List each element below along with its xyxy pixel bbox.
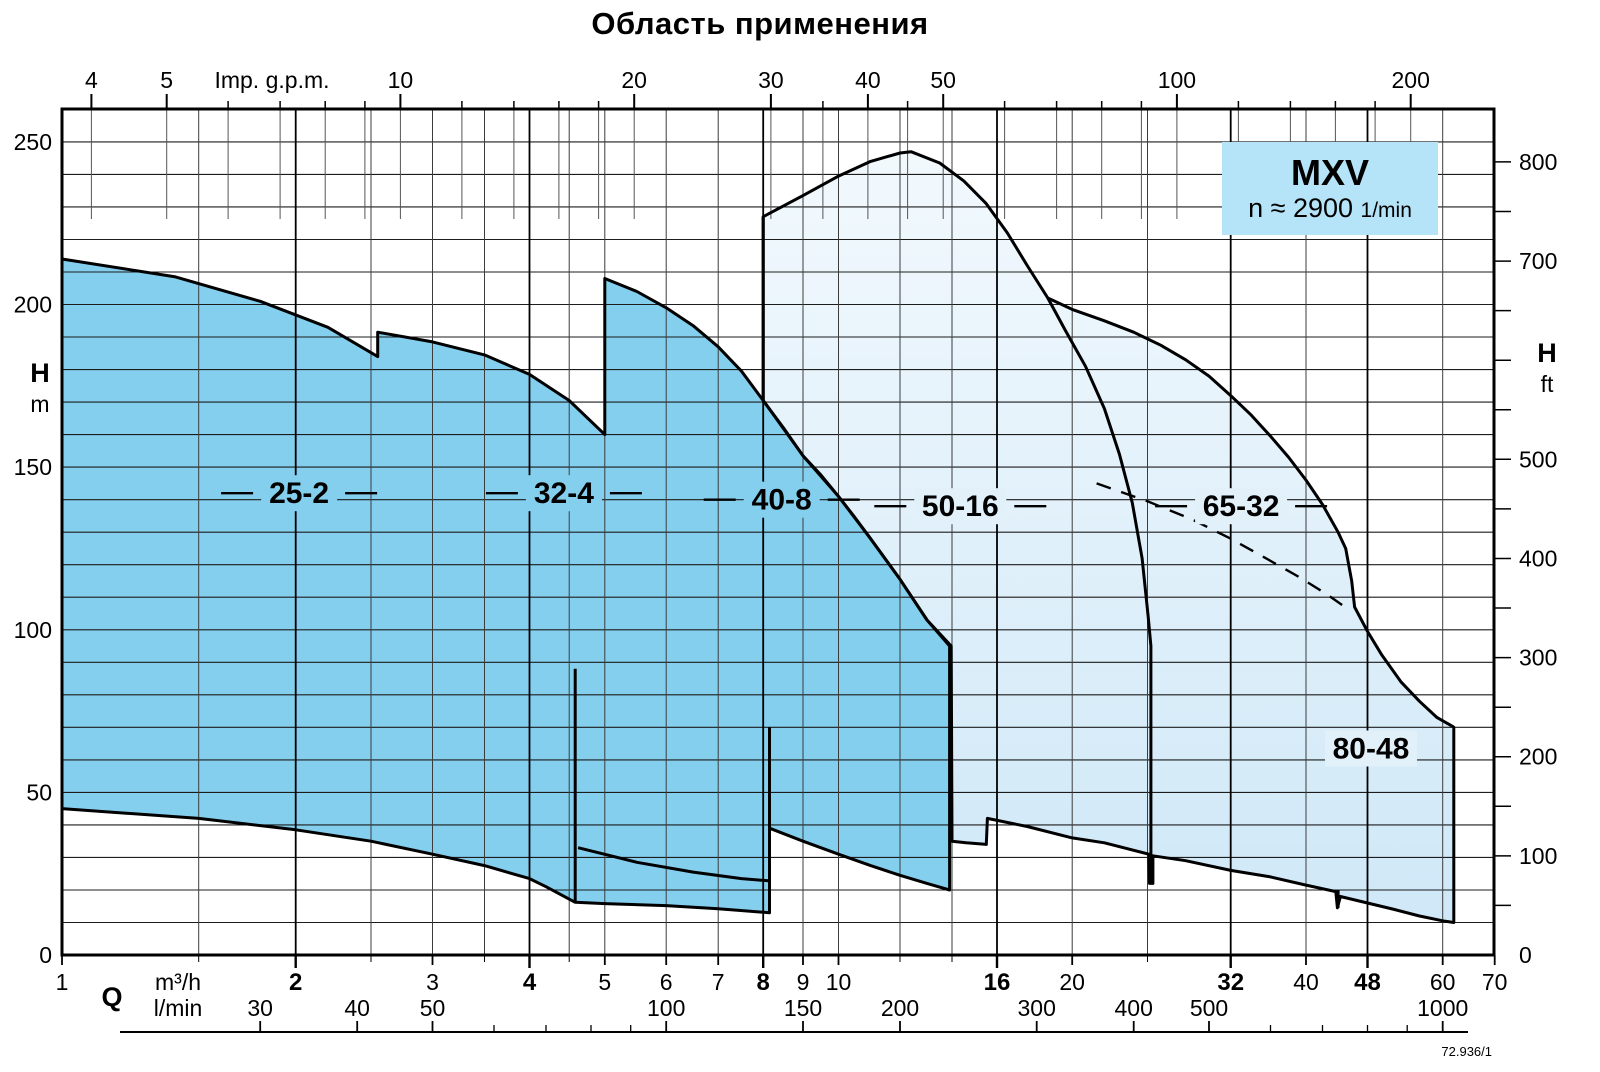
top-axis-tick-label: 200 xyxy=(1392,67,1430,93)
region-label-backplate xyxy=(525,475,602,512)
region-edge-50-16-right xyxy=(1046,297,1153,884)
region-label-65-32: 65-32 xyxy=(1203,490,1280,523)
top-axis-tick-label: 40 xyxy=(855,67,881,93)
bottom-axis-tick-label: 16 xyxy=(984,969,1011,996)
right-axis-tick-label: 700 xyxy=(1519,248,1557,274)
top-axis-tick-label: 10 xyxy=(388,67,414,93)
region-area-light-group xyxy=(763,151,1454,923)
region-label-backplate xyxy=(743,481,820,518)
legend-speed-prefix: n ≈ xyxy=(1248,193,1286,224)
bottom-axis-lmin: 30 40 50 100 150 200 300 400 500 1000 l/min xyxy=(120,995,1468,1033)
top-axis-title: Imp. g.p.m. xyxy=(214,67,329,93)
bottom-axis-tick-label: 48 xyxy=(1354,969,1381,996)
right-axis-title: H xyxy=(1537,338,1557,368)
bottom-axis-tick-label: 6 xyxy=(660,969,673,995)
top-axis-tick-label: 100 xyxy=(1158,67,1196,93)
right-axis-tick-label: 100 xyxy=(1519,843,1557,869)
left-axis-unit: m xyxy=(30,391,49,417)
top-axis-tick-label: 30 xyxy=(758,67,784,93)
bottom-axis-tick-label: 10 xyxy=(826,969,852,995)
drawing-number: 72.936/1 xyxy=(1441,1044,1492,1059)
lmin-axis-tick-label: 40 xyxy=(344,995,370,1021)
legend-speed-unit: 1/min xyxy=(1360,199,1412,223)
grid-layer xyxy=(62,109,1494,955)
legend-speed-label: n ≈ 2900 1/min xyxy=(1248,194,1412,222)
region-label-backplate xyxy=(261,475,338,512)
bottom-axis-tick-label: 2 xyxy=(289,969,302,996)
bottom-axis-tick-label: 60 xyxy=(1430,969,1456,995)
region-label-50-16: 50-16 xyxy=(922,490,999,523)
region-outline-light xyxy=(761,150,1456,924)
bottom-axis-tick-label: 20 xyxy=(1059,969,1085,995)
region-label-25-2: 25-2 xyxy=(269,477,329,510)
bottom-axis-tick-label: 70 xyxy=(1482,969,1508,995)
left-axis-tick-label: 0 xyxy=(39,942,52,968)
lmin-axis-tick-label: 150 xyxy=(784,995,822,1021)
region-area-dark-group xyxy=(62,259,950,913)
bottom-axis-m3h: 1 2 3 4 5 6 7 8 9 10 16 20 32 40 48 60 70 m³/h Q xyxy=(56,955,1508,1012)
left-axis-tick-label: 150 xyxy=(14,454,52,480)
left-axis-tick-label: 100 xyxy=(14,617,52,643)
right-axis-tick-label: 300 xyxy=(1519,645,1557,671)
left-axis-tick-label: 200 xyxy=(14,292,52,318)
right-axis-unit: ft xyxy=(1541,371,1554,397)
legend-model-label: MXV xyxy=(1290,152,1369,194)
bottom-axis-tick-label: 32 xyxy=(1217,969,1244,996)
region-min-curve-32-4 xyxy=(577,846,769,883)
right-axis-tick-label: 0 xyxy=(1519,942,1532,968)
right-axis-tick-label: 400 xyxy=(1519,546,1557,572)
bottom-axis-tick-label: 1 xyxy=(56,969,69,995)
region-label-32-4: 32-4 xyxy=(534,477,594,510)
page-title: Область применения xyxy=(591,6,929,41)
plot-border xyxy=(60,107,1496,957)
bottom-axis-tick-label: 7 xyxy=(712,969,725,995)
right-axis-tick-label: 500 xyxy=(1519,446,1557,472)
left-axis-title: H xyxy=(30,358,50,388)
region-label-backplate xyxy=(914,488,1007,525)
lmin-axis-tick-label: 300 xyxy=(1018,995,1056,1021)
region-outline-dark xyxy=(60,257,952,915)
right-axis-tick-label: 800 xyxy=(1519,149,1557,175)
bottom-axis-tick-label: 40 xyxy=(1293,969,1319,995)
reduced-speed-dashed-line xyxy=(1096,482,1348,610)
right-axis: 0 100 200 300 400 500 700 800 Hft xyxy=(1494,149,1557,968)
lmin-axis-tick-label: 50 xyxy=(420,995,446,1021)
lmin-axis-tick-label: 30 xyxy=(247,995,273,1021)
bottom-axis-tick-label: 8 xyxy=(757,969,770,996)
right-axis-tick-label: 200 xyxy=(1519,744,1557,770)
left-axis-tick-label: 250 xyxy=(14,129,52,155)
region-label-backplate xyxy=(1195,488,1288,525)
legend-box: MXV n ≈ 2900 1/min xyxy=(1222,142,1438,235)
region-label-40-8: 40-8 xyxy=(752,484,812,517)
lmin-axis-tick-label: 500 xyxy=(1190,995,1228,1021)
lmin-axis-tick-label: 400 xyxy=(1115,995,1153,1021)
bottom-axis-tick-label: 3 xyxy=(426,969,439,995)
legend-speed-value: 2900 xyxy=(1292,193,1354,224)
top-axis-tick-label: 20 xyxy=(621,67,647,93)
region-label-80-48: 80-48 xyxy=(1333,733,1410,766)
left-axis: 0 50 100 150 200 250 Hm xyxy=(14,129,52,968)
lmin-axis-tick-label: 200 xyxy=(881,995,919,1021)
bottom-axis-title: Q xyxy=(101,982,122,1012)
top-axis-tick-label: 5 xyxy=(160,67,173,93)
bottom-axis-tick-label: 4 xyxy=(523,969,537,996)
top-axis-tick-label: 4 xyxy=(85,67,98,93)
top-axis: 4 5 10 20 30 40 50 100 200 Imp. g.p.m. xyxy=(85,67,1430,109)
top-axis-tick-label: 50 xyxy=(930,67,956,93)
lmin-axis-tick-label: 100 xyxy=(647,995,685,1021)
bottom-axis-unit-m3h: m³/h xyxy=(155,969,201,995)
bottom-axis-tick-label: 9 xyxy=(797,969,810,995)
bottom-axis-tick-label: 5 xyxy=(598,969,611,995)
left-axis-tick-label: 50 xyxy=(26,779,52,805)
region-label-backplate xyxy=(1325,730,1417,767)
lmin-axis-tick-label: 1000 xyxy=(1417,995,1468,1021)
bottom-axis-unit-lmin: l/min xyxy=(154,995,203,1021)
